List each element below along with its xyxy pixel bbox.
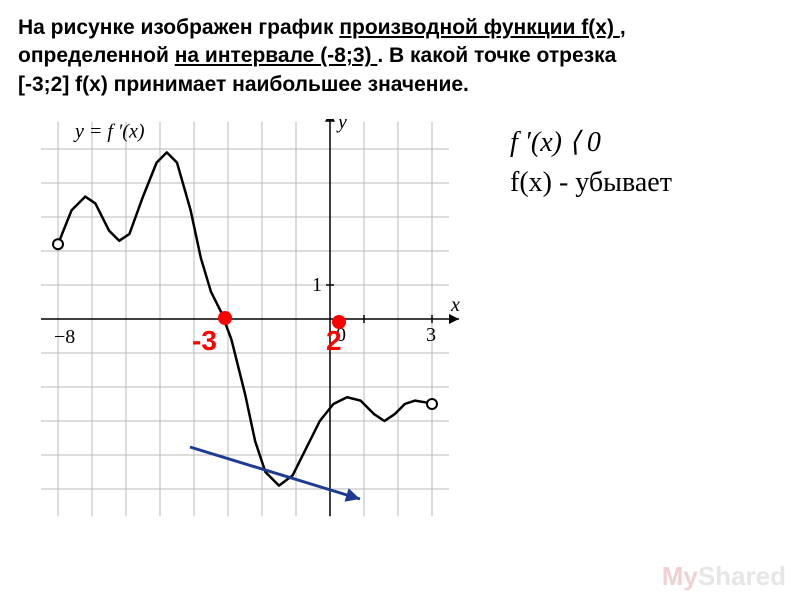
svg-text:x: x [450,294,460,316]
text-line2-underlined: на интервале (-8;3) [175,44,378,67]
svg-text:y = f ′(x): y = f ′(x) [73,120,145,142]
label-two: 2 [326,325,342,357]
text-line1-pre: На рисунке изображен график [18,16,339,39]
graph-svg: yy = f ′(x)x−8013 [30,119,460,519]
watermark-my: My [662,561,698,591]
problem-statement: На рисунке изображен график производной … [0,0,800,107]
point-marker-neg3 [218,311,232,325]
text-line3: [-3;2] f(x) принимает наибольшее значени… [18,73,469,96]
watermark-shared: Shared [698,561,786,591]
graph-container: yy = f ′(x)x−8013 [30,119,460,519]
text-line2-pre: определенной [18,44,175,67]
content-area: yy = f ′(x)x−8013 f ′(x) ⟨ 0 f(x) - убыв… [0,107,800,587]
svg-text:y: y [336,119,347,133]
svg-text:−8: −8 [54,326,75,348]
point-marker-2 [332,315,346,329]
watermark: MyShared [662,561,786,592]
svg-text:1: 1 [312,274,322,296]
svg-text:3: 3 [426,324,436,346]
math-line-2: f(x) - убывает [510,167,672,199]
text-line1-underlined: производной функции f(x) [339,16,620,39]
text-line1-post: , [620,16,626,39]
math-annotations: f ′(x) ⟨ 0 f(x) - убывает [510,125,672,199]
label-neg3: -3 [192,325,217,357]
math-line-1: f ′(x) ⟨ 0 [510,125,672,159]
text-line2-post: . В какой точке отрезка [377,44,616,67]
